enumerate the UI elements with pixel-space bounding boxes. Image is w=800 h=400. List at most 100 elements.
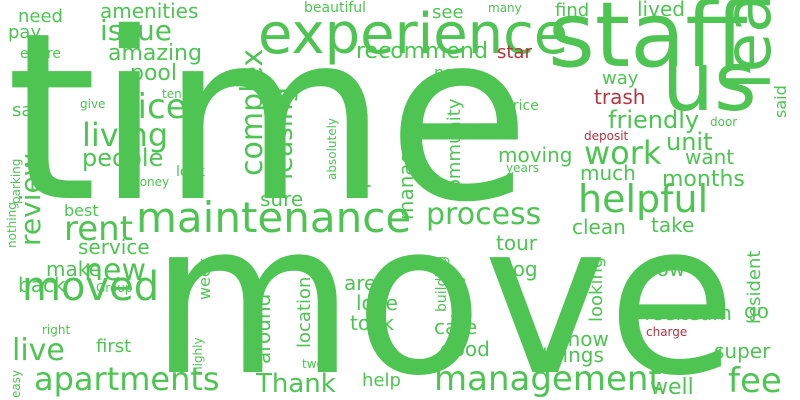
word-staff: staff: [548, 0, 749, 88]
word-first: first: [96, 336, 131, 357]
word-amenities: amenities: [100, 0, 198, 23]
word-looking: looking: [586, 257, 607, 322]
word-recommend: recommend: [356, 39, 488, 64]
word-thank: Thank: [255, 369, 336, 399]
word-work: work: [584, 134, 662, 172]
word-good: good: [440, 337, 490, 361]
word-make: make: [46, 257, 101, 281]
word-back: back: [18, 273, 66, 297]
word-location: location: [294, 277, 315, 348]
word-team: team: [680, 301, 732, 325]
word-easy: easy: [9, 370, 23, 398]
word-apartments: apartments: [34, 360, 220, 398]
word-lived: lived: [637, 0, 685, 21]
word-say: say: [12, 100, 43, 121]
word-said: said: [771, 85, 790, 118]
word-now: now: [644, 257, 685, 281]
word-unit: unit: [666, 128, 713, 156]
word-way: way: [602, 68, 639, 89]
word-take: take: [651, 213, 694, 237]
word-live: live: [12, 333, 65, 368]
word-moved: moved: [22, 264, 159, 310]
word-parking: parking: [9, 159, 23, 204]
word-best: best: [64, 201, 99, 220]
word-pool: pool: [130, 61, 177, 86]
word-nice: nice: [116, 87, 187, 127]
word-week: week: [195, 257, 214, 300]
word-move: move: [150, 177, 737, 400]
word-management: management: [434, 359, 662, 399]
word-tour: tour: [496, 231, 538, 255]
word-community: community: [444, 98, 465, 200]
word-leasing: leasing: [269, 87, 299, 180]
word-find: find: [555, 0, 589, 21]
word-deposit: deposit: [584, 129, 629, 143]
word-time: time: [6, 0, 530, 253]
word-help: help: [362, 370, 401, 391]
word-building: building: [434, 256, 450, 312]
word-lease: lease: [712, 0, 786, 90]
word-trash: trash: [594, 85, 645, 109]
word-two: two: [302, 357, 324, 371]
word-much: much: [580, 161, 636, 185]
word-give: give: [80, 97, 105, 111]
word-know: know: [556, 327, 609, 351]
word-pay: pay: [8, 22, 41, 43]
word-took: took: [350, 311, 394, 335]
word-maintenance: maintenance: [136, 193, 411, 242]
word-rent: rent: [64, 209, 133, 249]
word-moving: moving: [498, 143, 572, 167]
word-highly: highly: [191, 337, 205, 374]
word-service: service: [78, 235, 150, 259]
word-nothing: nothing: [5, 202, 19, 248]
word-feel: feel: [644, 301, 681, 325]
word-money: money: [128, 175, 169, 189]
word-door: door: [710, 115, 737, 129]
word-things: things: [542, 343, 604, 367]
word-new: new: [84, 253, 146, 288]
word-super: super: [714, 339, 771, 363]
word-around: around: [251, 294, 275, 364]
word-complex: complex: [235, 49, 270, 176]
word-amazing: amazing: [108, 41, 202, 66]
word-helpful: helpful: [578, 177, 708, 221]
word-people: people: [82, 144, 163, 172]
word-see: see: [432, 2, 464, 23]
word-well: well: [650, 375, 694, 400]
word-many: many: [488, 1, 522, 15]
word-tenant: tenant: [162, 87, 202, 101]
word-years: years: [506, 161, 539, 175]
word-dog: dog: [500, 257, 538, 281]
word-love: love: [356, 291, 398, 315]
word-sure: sure: [260, 187, 303, 211]
word-review: review: [14, 153, 47, 246]
word-experience: experience: [258, 2, 568, 67]
word-look: look: [176, 164, 206, 180]
word-nan: nan: [434, 63, 464, 82]
word-months: months: [662, 167, 745, 192]
word-price: price: [504, 98, 539, 114]
word-go: go: [744, 299, 769, 323]
word-care: care: [434, 315, 477, 339]
word-right: right: [42, 323, 70, 337]
word-living: living: [82, 116, 168, 154]
word-group: Group: [96, 281, 133, 295]
word-entire: entire: [20, 46, 61, 62]
word-question: question: [347, 110, 371, 196]
word-friendly: friendly: [608, 106, 699, 134]
word-fee: fee: [728, 361, 782, 400]
word-area: area: [344, 271, 389, 295]
word-process: process: [426, 197, 541, 232]
word-want: want: [685, 145, 734, 169]
word-charge: charge: [646, 325, 687, 339]
word-clean: clean: [572, 215, 626, 239]
word-manager: manager: [394, 129, 418, 220]
word-beautiful: beautiful: [304, 0, 366, 16]
word-star: star: [497, 42, 532, 63]
word-us: us: [662, 35, 757, 130]
word-luxury: luxury: [450, 274, 466, 318]
word-absolutely: absolutely: [325, 118, 339, 180]
word-issue: issue: [100, 14, 172, 47]
